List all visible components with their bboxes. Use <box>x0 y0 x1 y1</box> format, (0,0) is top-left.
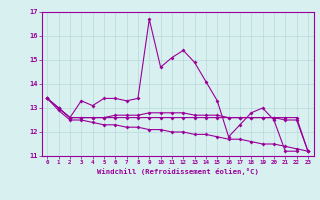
X-axis label: Windchill (Refroidissement éolien,°C): Windchill (Refroidissement éolien,°C) <box>97 168 259 175</box>
